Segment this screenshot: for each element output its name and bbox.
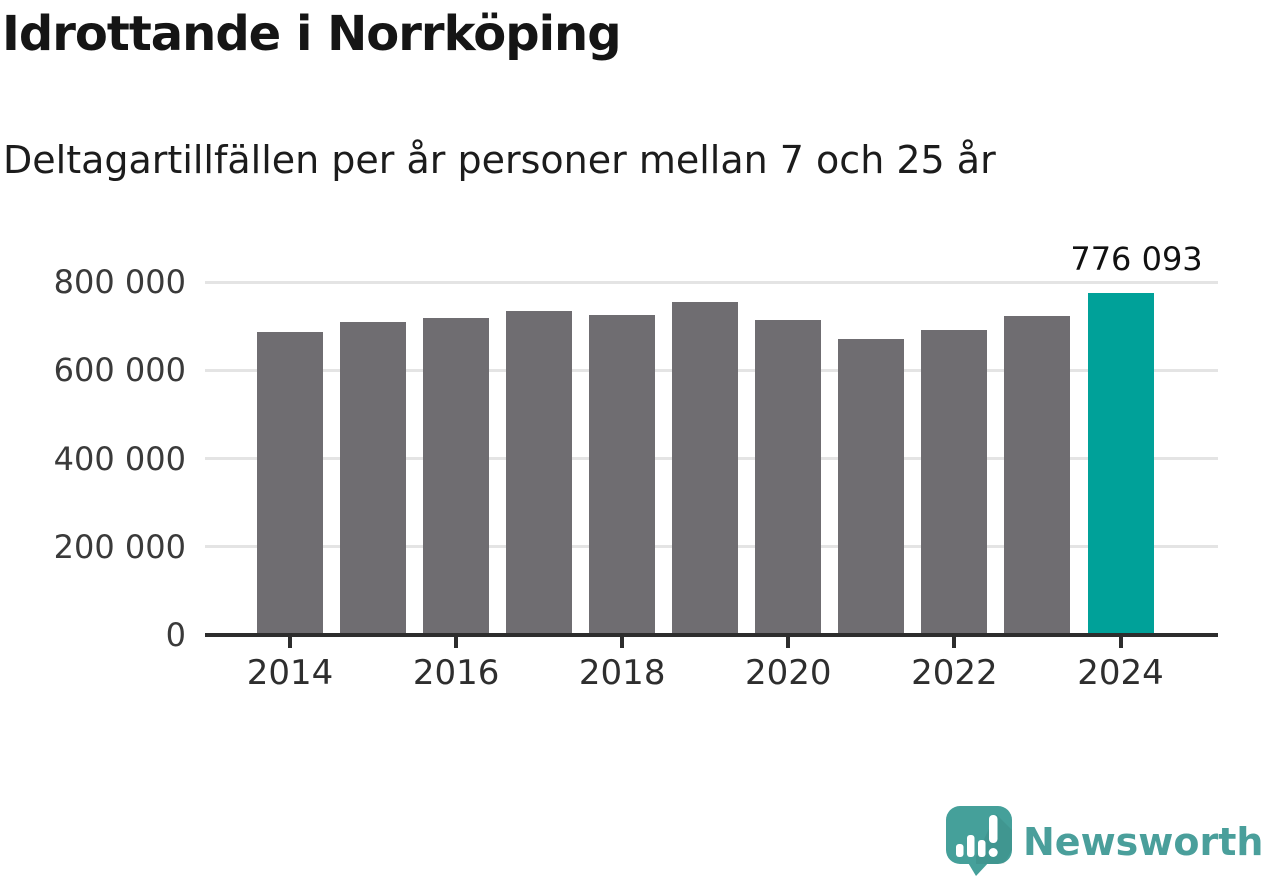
x-tick-2014 xyxy=(288,637,292,648)
x-tick-2022 xyxy=(952,637,957,648)
y-axis-labels: 0 200 000 400 000 600 000 800 000 xyxy=(0,235,186,654)
x-tick-2016 xyxy=(454,637,459,648)
bar-2015 xyxy=(340,322,407,635)
bar-2020 xyxy=(755,319,822,635)
y-tick-label: 800 000 xyxy=(53,263,186,301)
bar-2014 xyxy=(257,331,323,635)
bar-2017 xyxy=(506,311,573,635)
y-tick-label: 400 000 xyxy=(53,439,186,478)
x-tick-label-2022: 2022 xyxy=(911,653,998,693)
y-tick-label: 0 xyxy=(165,616,186,654)
bar-2022 xyxy=(921,329,988,635)
newsworthy-brand: Newsworthy xyxy=(946,806,1262,877)
chart-title: Idrottande i Norrköping xyxy=(2,6,622,62)
bar-2016 xyxy=(423,318,490,635)
x-tick-2018 xyxy=(620,637,625,648)
bar-2021 xyxy=(838,338,905,635)
x-tick-2024 xyxy=(1118,637,1123,648)
chart-subtitle: Deltagartillfällen per år personer mella… xyxy=(3,138,996,182)
x-tick-label-2014: 2014 xyxy=(246,653,334,693)
x-tick-label-2024: 2024 xyxy=(1077,653,1164,693)
bar-2024 xyxy=(1087,292,1154,635)
x-tick-2020 xyxy=(786,637,791,648)
plot-area: 2014 2016 2018 2020 2022 2024 776 093 xyxy=(205,235,1218,693)
x-tick-label-2018: 2018 xyxy=(578,653,666,693)
gridline-800000 xyxy=(205,280,1218,284)
y-tick-label: 200 000 xyxy=(53,527,186,566)
x-axis-line xyxy=(205,633,1218,637)
bar-2018 xyxy=(589,315,656,635)
bar-2019 xyxy=(672,301,739,635)
bar-2023 xyxy=(1004,316,1071,635)
y-tick-label: 600 000 xyxy=(53,351,186,390)
bar-value-label: 776 093 xyxy=(1070,240,1203,278)
x-tick-label-2016: 2016 xyxy=(412,653,500,693)
x-tick-label-2020: 2020 xyxy=(745,653,832,693)
newsworthy-logo-icon xyxy=(946,806,1012,876)
newsworthy-wordmark: Newsworthy xyxy=(1023,819,1262,864)
